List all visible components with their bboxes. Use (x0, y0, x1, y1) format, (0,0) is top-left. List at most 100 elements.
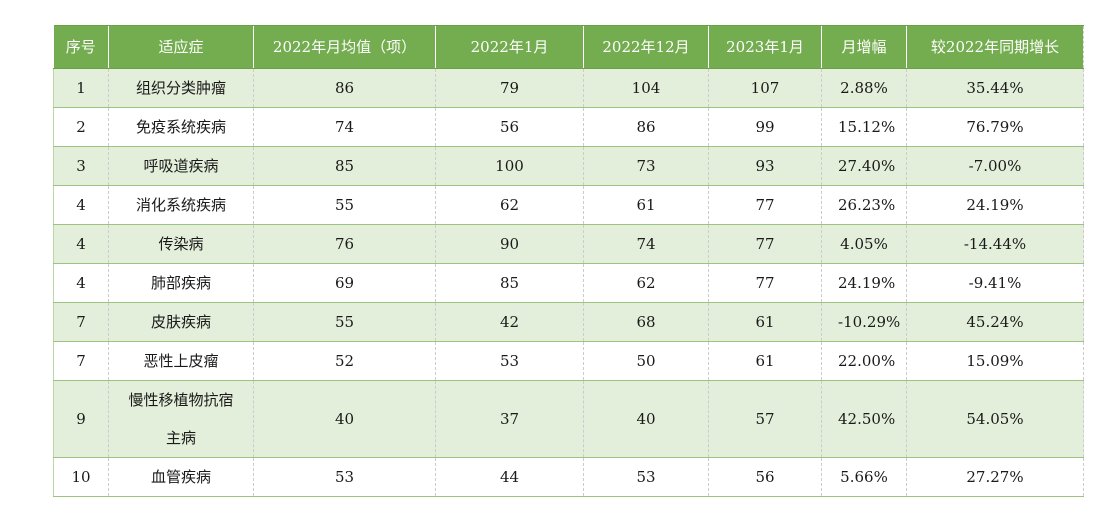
table-cell: 99 (708, 107, 822, 147)
table-cell: 4 (53, 224, 109, 264)
table-cell: 77 (708, 224, 822, 264)
table-cell: 9 (53, 380, 109, 458)
column-header: 2022年12月 (583, 25, 709, 69)
table-cell: 85 (253, 146, 436, 186)
table-cell: 消化系统疾病 (108, 185, 254, 225)
table-cell: 慢性移植物抗宿主病 (108, 380, 254, 458)
table-cell: 肺部疾病 (108, 263, 254, 303)
table-cell: 24.19% (821, 263, 907, 303)
table-cell: -14.44% (906, 224, 1084, 264)
table-cell: 免疫系统疾病 (108, 107, 254, 147)
table-cell: 77 (708, 263, 822, 303)
table-cell: 53 (435, 341, 584, 381)
table-cell: 90 (435, 224, 584, 264)
table-cell: 1 (53, 68, 109, 108)
table-row: 4 肺部疾病 69 85 62 77 24.19% -9.41% (53, 263, 1084, 303)
table-cell: 104 (583, 68, 709, 108)
table-cell: 61 (708, 341, 822, 381)
table-cell: 86 (583, 107, 709, 147)
table-cell: 4 (53, 185, 109, 225)
table-cell: 93 (708, 146, 822, 186)
table-row: 3 呼吸道疾病 85 100 73 93 27.40% -7.00% (53, 146, 1084, 186)
table-cell: 53 (253, 457, 436, 497)
indications-stats-table: 序号 适应症 2022年月均值（项） 2022年1月 2022年12月 2023年1月 月增… (53, 25, 1084, 497)
table-cell: 107 (708, 68, 822, 108)
table-cell: 74 (583, 224, 709, 264)
table-cell: 4 (53, 263, 109, 303)
table-cell: 61 (583, 185, 709, 225)
table-cell: 3 (53, 146, 109, 186)
table-cell: 76.79% (906, 107, 1084, 147)
table-cell: 7 (53, 302, 109, 342)
table-cell: 76 (253, 224, 436, 264)
table-cell: 皮肤疾病 (108, 302, 254, 342)
table-cell: 26.23% (821, 185, 907, 225)
table-cell: 呼吸道疾病 (108, 146, 254, 186)
table-cell: 血管疾病 (108, 457, 254, 497)
table-cell: 24.19% (906, 185, 1084, 225)
column-header: 适应症 (108, 25, 254, 69)
table-cell: 27.27% (906, 457, 1084, 497)
table-cell: 62 (435, 185, 584, 225)
table-cell: 40 (253, 380, 436, 458)
column-header: 2022年1月 (435, 25, 584, 69)
column-header: 2022年月均值（项） (253, 25, 436, 69)
table-row: 10 血管疾病 53 44 53 56 5.66% 27.27% (53, 457, 1084, 497)
table-cell: 37 (435, 380, 584, 458)
table-cell: 56 (708, 457, 822, 497)
table-cell: 53 (583, 457, 709, 497)
table-cell: 85 (435, 263, 584, 303)
table-cell: 7 (53, 341, 109, 381)
table-cell: 61 (708, 302, 822, 342)
table-cell: 50 (583, 341, 709, 381)
table-cell: 2.88% (821, 68, 907, 108)
table-cell: 传染病 (108, 224, 254, 264)
table-cell: 86 (253, 68, 436, 108)
table-cell: -9.41% (906, 263, 1084, 303)
table-cell: 100 (435, 146, 584, 186)
table-cell: 68 (583, 302, 709, 342)
table-cell: 恶性上皮瘤 (108, 341, 254, 381)
table-row: 2 免疫系统疾病 74 56 86 99 15.12% 76.79% (53, 107, 1084, 147)
column-header: 较2022年同期增长 (906, 25, 1084, 69)
table-cell: 69 (253, 263, 436, 303)
table-cell: -7.00% (906, 146, 1084, 186)
table-row: 7 皮肤疾病 55 42 68 61 -10.29% 45.24% (53, 302, 1084, 342)
table-cell: 5.66% (821, 457, 907, 497)
table-cell: 54.05% (906, 380, 1084, 458)
table-cell: 55 (253, 185, 436, 225)
table-cell: 62 (583, 263, 709, 303)
table-cell: 10 (53, 457, 109, 497)
table-cell: 74 (253, 107, 436, 147)
table-row: 9 慢性移植物抗宿主病 40 37 40 57 42.50% 54.05% (53, 380, 1084, 458)
table-cell: 56 (435, 107, 584, 147)
table-cell: 22.00% (821, 341, 907, 381)
table-row: 7 恶性上皮瘤 52 53 50 61 22.00% 15.09% (53, 341, 1084, 381)
table-cell: 4.05% (821, 224, 907, 264)
table-row: 4 传染病 76 90 74 77 4.05% -14.44% (53, 224, 1084, 264)
table-cell: 15.09% (906, 341, 1084, 381)
column-header: 月增幅 (821, 25, 907, 69)
table-cell: 组织分类肿瘤 (108, 68, 254, 108)
header-row: 序号 适应症 2022年月均值（项） 2022年1月 2022年12月 2023年1月 月增… (53, 25, 1084, 69)
column-header: 序号 (53, 25, 109, 69)
table-cell: 73 (583, 146, 709, 186)
table-cell: 15.12% (821, 107, 907, 147)
table-cell: 40 (583, 380, 709, 458)
page-body: 序号 适应症 2022年月均值（项） 2022年1月 2022年12月 2023年1月 月增… (53, 25, 1084, 497)
table-cell: -10.29% (821, 302, 907, 342)
table-cell: 77 (708, 185, 822, 225)
table-cell: 35.44% (906, 68, 1084, 108)
table-cell: 42 (435, 302, 584, 342)
table-cell: 55 (253, 302, 436, 342)
table-cell: 57 (708, 380, 822, 458)
table-cell: 44 (435, 457, 584, 497)
table-cell: 52 (253, 341, 436, 381)
column-header: 2023年1月 (708, 25, 822, 69)
table-cell: 42.50% (821, 380, 907, 458)
table-cell: 27.40% (821, 146, 907, 186)
table-row: 1 组织分类肿瘤 86 79 104 107 2.88% 35.44% (53, 68, 1084, 108)
table-row: 4 消化系统疾病 55 62 61 77 26.23% 24.19% (53, 185, 1084, 225)
table-cell: 45.24% (906, 302, 1084, 342)
table-cell: 79 (435, 68, 584, 108)
